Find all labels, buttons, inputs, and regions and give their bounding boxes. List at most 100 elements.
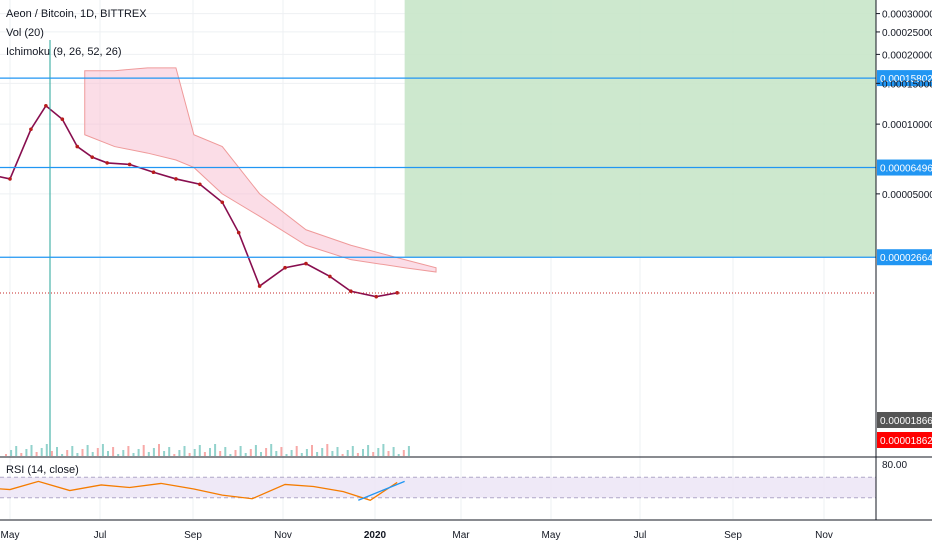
price-point	[198, 182, 202, 187]
price-badge-label: 0.00001862	[880, 436, 932, 447]
volume-bar	[295, 446, 298, 456]
volume-bar	[229, 454, 232, 456]
price-point	[395, 291, 399, 295]
volume-bar	[316, 452, 319, 456]
volume-bar	[117, 454, 120, 456]
price-tick-label: 0.00030000	[882, 10, 932, 21]
price-point	[127, 162, 132, 167]
level-badge-label: 0.00006496	[880, 164, 932, 175]
volume-bar	[209, 448, 211, 456]
series-layer	[0, 40, 410, 456]
price-badge	[877, 412, 932, 428]
volume-bar	[382, 444, 385, 456]
volume-bar	[362, 449, 364, 456]
price-point	[349, 289, 353, 294]
volume-bar	[188, 453, 191, 456]
rsi-trendline[interactable]	[358, 480, 405, 501]
volume-bar	[96, 448, 99, 456]
volume-bar	[397, 454, 400, 456]
volume-bar	[377, 448, 380, 456]
price-line	[0, 104, 398, 298]
volume-bar	[173, 454, 176, 456]
price-point	[60, 117, 65, 122]
volume-bar	[367, 445, 370, 456]
rsi-line	[0, 480, 398, 501]
volume-bar	[311, 445, 313, 456]
volume-bar	[183, 446, 186, 456]
price-point	[44, 103, 48, 108]
volume-bar	[25, 449, 28, 456]
volume-bar	[163, 451, 166, 456]
symbol-title[interactable]: Aeon / Bitcoin, 1D, BITTREX	[6, 8, 147, 20]
volume-bar	[107, 451, 109, 456]
rsi-layer	[0, 476, 876, 501]
time-tick-label: 2020	[364, 530, 387, 541]
time-tick-label: Nov	[274, 530, 292, 541]
levels-layer	[0, 77, 876, 294]
volume-bar	[147, 452, 150, 456]
time-tick-label: Sep	[184, 530, 202, 541]
price-point	[283, 265, 287, 270]
volume-bar	[66, 450, 69, 456]
volume-bar	[341, 454, 344, 456]
volume-bar	[50, 451, 53, 456]
volume-bar	[305, 449, 308, 456]
volume-bar	[81, 449, 84, 456]
volume-bar	[178, 450, 181, 456]
volume-bar	[35, 452, 38, 456]
volume-bar	[249, 449, 252, 456]
indicator-ichimoku-label[interactable]: Ichimoku (9, 26, 52, 26)	[6, 46, 122, 58]
volume-bar	[254, 445, 257, 456]
volume-bar	[193, 449, 196, 456]
price-badge	[877, 432, 932, 448]
price-badge-label: 0.00001866	[880, 416, 932, 427]
volume-bar	[224, 447, 227, 456]
volume-bar	[45, 444, 48, 456]
rsi-band	[0, 477, 876, 498]
volume-bar	[402, 450, 405, 456]
volume-bar	[142, 445, 145, 456]
volume-bar	[71, 446, 74, 456]
volume-bar	[56, 447, 58, 456]
price-tick-label: 0.00025000	[882, 28, 932, 39]
indicator-volume-label[interactable]: Vol (20)	[6, 27, 44, 39]
volume-bar	[285, 454, 288, 456]
volume-bar	[265, 448, 268, 456]
volume-bar	[5, 454, 7, 456]
volume-bar	[86, 445, 89, 456]
volume-bar	[407, 446, 410, 456]
price-point	[220, 200, 225, 205]
price-point	[236, 230, 241, 235]
volume-bar	[127, 446, 130, 456]
volume-bar	[152, 448, 155, 456]
volume-bar	[346, 450, 349, 456]
time-tick-label: May	[542, 530, 561, 541]
time-tick-label: Nov	[815, 530, 833, 541]
price-tick-label: 0.00005000	[882, 190, 932, 201]
ichimoku-cloud	[84, 67, 437, 273]
volume-bar	[137, 449, 140, 456]
target-zone	[404, 0, 876, 258]
price-point	[151, 170, 156, 175]
volume-bar	[290, 450, 293, 456]
price-tick-label: 0.00010000	[882, 120, 932, 131]
volume-bar	[203, 452, 206, 456]
volume-bar	[270, 444, 273, 456]
rsi-tick-label: 80.00	[882, 460, 907, 471]
volume-bar	[326, 444, 329, 456]
volume-bar	[356, 453, 359, 456]
volume-bar	[280, 447, 283, 456]
volume-bar	[158, 444, 160, 456]
volume-bar	[392, 447, 395, 456]
volume-bar	[112, 447, 115, 456]
volume-bar	[91, 452, 94, 456]
volume-bar	[15, 446, 18, 456]
indicator-rsi-label[interactable]: RSI (14, close)	[6, 464, 79, 476]
price-tick-label: 0.00020000	[882, 50, 932, 61]
volume-bar	[244, 453, 247, 456]
time-tick-label: Sep	[724, 530, 742, 541]
price-point	[328, 274, 332, 279]
price-tick-label: 0.00015000	[882, 79, 932, 90]
volume-bar	[122, 450, 125, 456]
